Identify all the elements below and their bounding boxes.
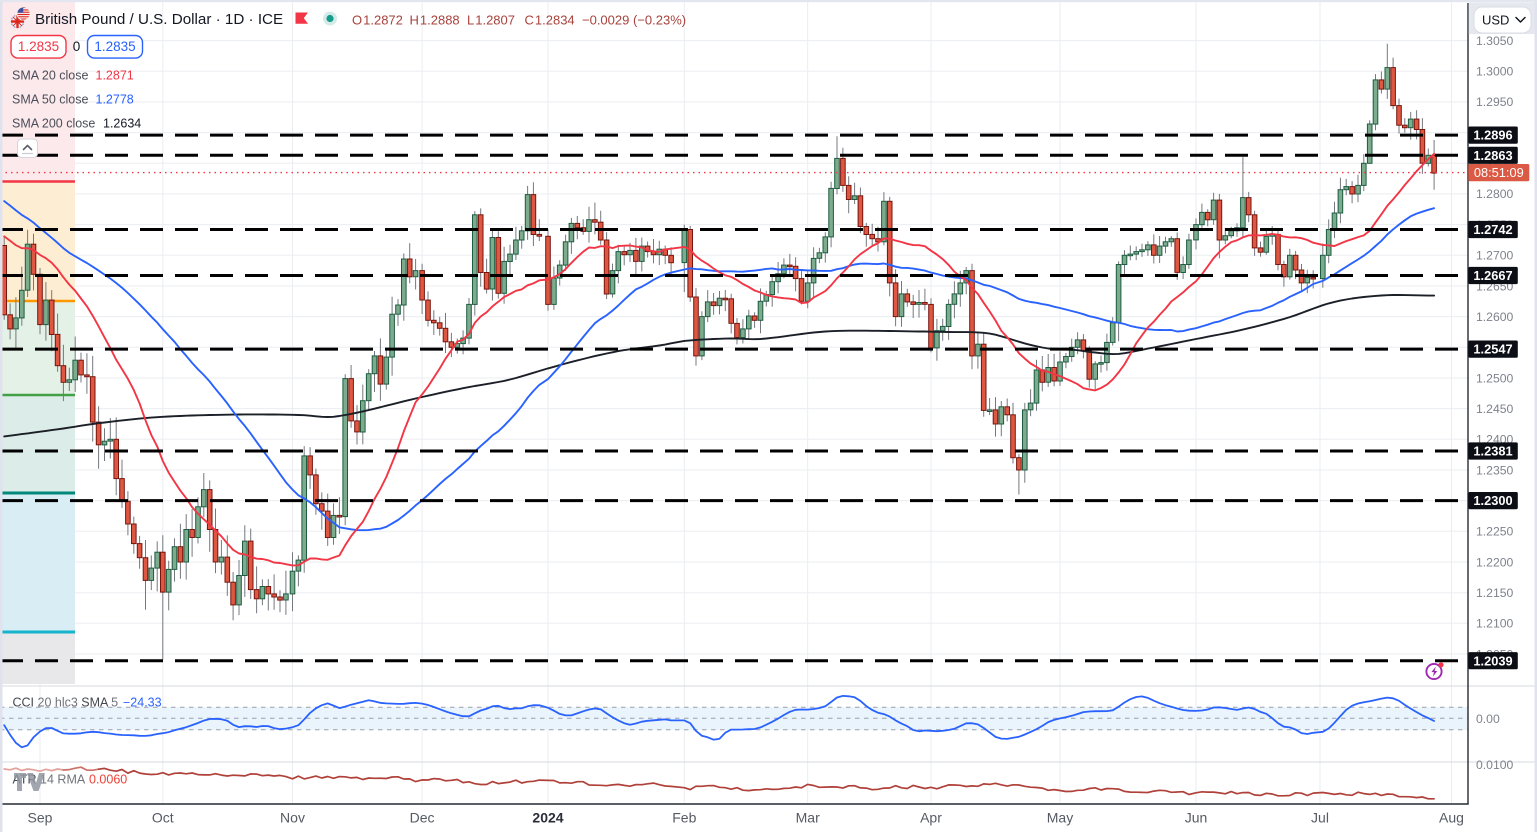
svg-text:−24.33: −24.33 [123, 696, 162, 710]
svg-text:Aug: Aug [1439, 810, 1464, 826]
svg-text:1.2500: 1.2500 [1476, 371, 1513, 385]
svg-text:1.3000: 1.3000 [1476, 65, 1513, 79]
svg-text:0.0100: 0.0100 [1476, 758, 1513, 772]
svg-text:Mar: Mar [796, 810, 820, 826]
svg-text:British Pound / U.S. Dollar ·: British Pound / U.S. Dollar · 1D · ICE [35, 11, 283, 28]
svg-text:1.2742: 1.2742 [1473, 222, 1512, 237]
svg-text:08:51:09: 08:51:09 [1474, 165, 1524, 180]
svg-text:1.3050: 1.3050 [1476, 34, 1513, 48]
svg-text:1.2250: 1.2250 [1476, 525, 1513, 539]
svg-text:1.2450: 1.2450 [1476, 402, 1513, 416]
svg-text:1.2100: 1.2100 [1476, 617, 1513, 631]
svg-text:1.2547: 1.2547 [1473, 342, 1512, 357]
svg-text:Oct: Oct [152, 810, 174, 826]
svg-text:−0.0029 (−0.23%): −0.0029 (−0.23%) [582, 13, 686, 28]
svg-text:1.2381: 1.2381 [1473, 444, 1512, 459]
svg-text:CCI 20 hlc3 SMA 5: CCI 20 hlc3 SMA 5 [13, 696, 119, 710]
svg-text:1.2667: 1.2667 [1473, 268, 1512, 283]
svg-text:L1.2807: L1.2807 [467, 13, 515, 28]
svg-text:SMA 50 close: SMA 50 close [12, 93, 88, 107]
svg-text:1.2300: 1.2300 [1473, 493, 1512, 508]
svg-text:H1.2888: H1.2888 [410, 13, 460, 28]
svg-text:1.2039: 1.2039 [1473, 653, 1512, 668]
svg-text:1.2871: 1.2871 [96, 69, 134, 83]
svg-text:1.2700: 1.2700 [1476, 249, 1513, 263]
svg-text:1.2863: 1.2863 [1473, 148, 1512, 163]
svg-text:Apr: Apr [920, 810, 942, 826]
svg-text:C1.2834: C1.2834 [525, 13, 575, 28]
svg-text:1.2350: 1.2350 [1476, 463, 1513, 477]
svg-text:Sep: Sep [28, 810, 53, 826]
svg-text:0: 0 [73, 39, 81, 54]
svg-text:1.2150: 1.2150 [1476, 586, 1513, 600]
svg-text:Jul: Jul [1311, 810, 1329, 826]
svg-text:0.0060: 0.0060 [89, 773, 127, 787]
svg-text:May: May [1047, 810, 1073, 826]
svg-text:1.2950: 1.2950 [1476, 95, 1513, 109]
svg-text:1.2835: 1.2835 [94, 39, 135, 54]
svg-text:1.2896: 1.2896 [1473, 128, 1512, 143]
svg-text:SMA 200 close: SMA 200 close [12, 117, 95, 131]
svg-text:1.2200: 1.2200 [1476, 555, 1513, 569]
svg-text:O1.2872: O1.2872 [352, 13, 403, 28]
svg-text:Nov: Nov [280, 810, 305, 826]
svg-text:1.2835: 1.2835 [18, 39, 59, 54]
svg-text:USD: USD [1482, 13, 1509, 28]
svg-text:2024: 2024 [532, 810, 563, 826]
svg-text:0.00: 0.00 [1476, 712, 1500, 726]
svg-text:1.2634: 1.2634 [103, 117, 141, 131]
svg-text:Jun: Jun [1185, 810, 1208, 826]
svg-text:1.2778: 1.2778 [96, 93, 134, 107]
svg-text:SMA 20 close: SMA 20 close [12, 69, 88, 83]
svg-text:Dec: Dec [410, 810, 435, 826]
svg-text:1.2600: 1.2600 [1476, 310, 1513, 324]
svg-text:Feb: Feb [672, 810, 696, 826]
svg-text:1.2800: 1.2800 [1476, 187, 1513, 201]
